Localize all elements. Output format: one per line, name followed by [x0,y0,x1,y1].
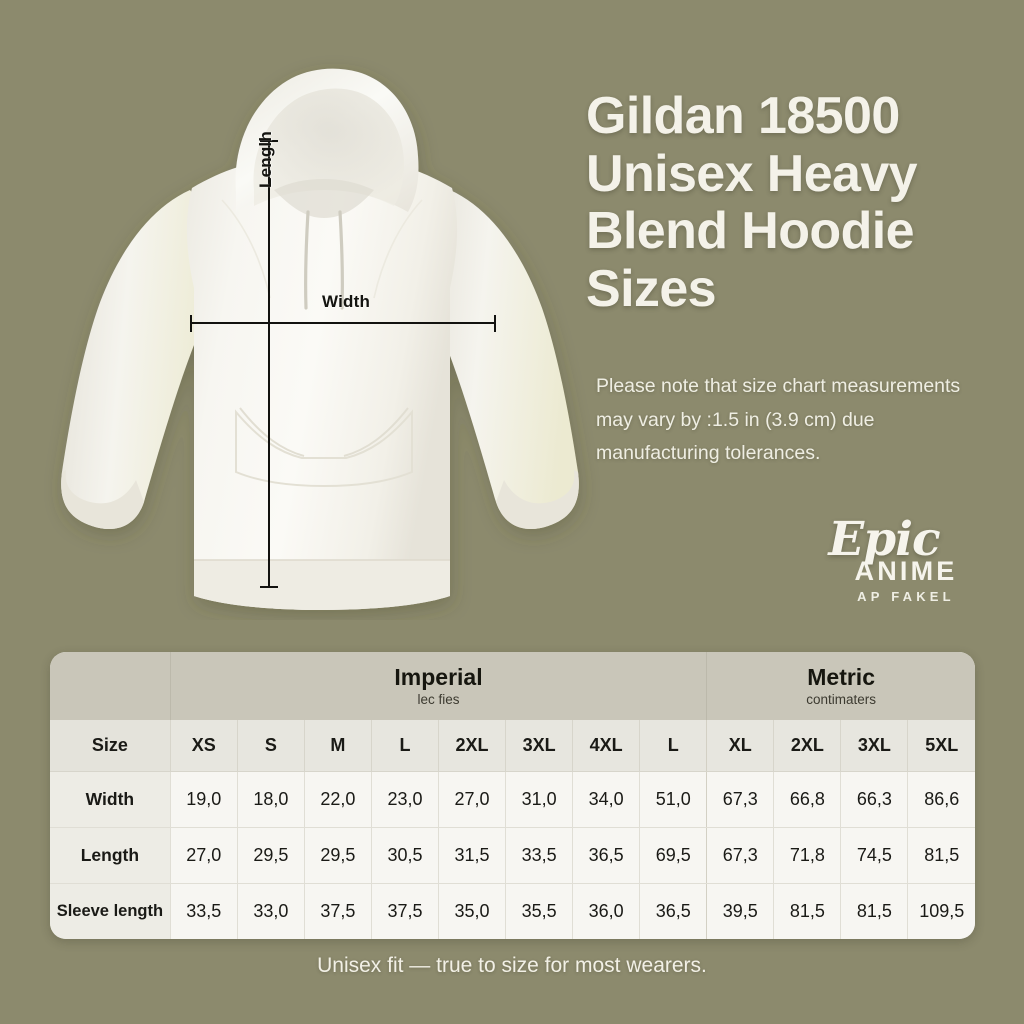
size-header-cell: 2XL [438,720,507,772]
measurement-value: 74,5 [840,827,909,884]
measurement-value: 35,5 [505,883,574,939]
measurement-label: Sleeve length [50,883,171,939]
table-head: Imperial lec fies Metric contimaters Size XS… [50,652,975,772]
unit-group-header: Metric contimaters [706,652,975,720]
unit-group-subtitle: contimaters [806,692,877,708]
brand-script-text: Epic [828,512,940,567]
size-header-cell: 2XL [773,720,842,772]
size-header-cell: XL [706,720,775,772]
brand-logo: Epic ANIME AP FAKEL [810,516,970,616]
measurement-label: Width [50,771,171,828]
table-body: Width 19,0 18,0 22,0 23,0 27,0 31,0 34,0 51,0 67,… [50,771,975,939]
measurement-value: 81,5 [773,883,842,939]
measurement-value: 34,0 [572,771,641,828]
measurement-value: 81,5 [907,827,975,884]
measurement-value: 36,5 [639,883,708,939]
measurement-value: 27,0 [438,771,507,828]
measurement-value: 33,5 [505,827,574,884]
measurement-value: 33,0 [237,883,305,939]
size-header-cell: M [304,720,372,772]
size-header-cell: 3XL [840,720,909,772]
table-row: Sleeve length 33,5 33,0 37,5 37,5 35,0 35,5 36,… [50,883,975,939]
measurement-value: 37,5 [304,883,372,939]
group-row-spacer [50,652,171,720]
size-header-cell: L [371,720,440,772]
unit-group-row: Imperial lec fies Metric contimaters [50,652,975,720]
measurement-value: 71,8 [773,827,842,884]
hero-section: Lenglh Width Gildan 18500 Unisex Heavy Ble… [40,40,986,620]
measurement-value: 33,5 [170,883,238,939]
table-row: Length 27,0 29,5 29,5 30,5 31,5 33,5 36,5 69,5 67… [50,827,975,884]
size-header-cell: XS [170,720,238,772]
measurement-value: 31,5 [438,827,507,884]
measurement-value: 66,3 [840,771,909,828]
measurement-value: 31,0 [505,771,574,828]
measurement-value: 39,5 [706,883,775,939]
table-row: Width 19,0 18,0 22,0 23,0 27,0 31,0 34,0 51,0 67,… [50,771,975,828]
size-disclaimer-note: Please note that size chart measurements… [596,375,961,465]
unit-group-header: Imperial lec fies [170,652,708,720]
page-title: Gildan 18500 Unisex Heavy Blend Hoodie Size… [586,87,918,319]
measurement-value: 67,3 [706,771,775,828]
measurement-value: 109,5 [907,883,975,939]
measurement-value: 86,6 [907,771,975,828]
hoodie-illustration [40,40,600,620]
measurement-value: 67,3 [706,827,775,884]
size-header-cell: 3XL [505,720,574,772]
hero-text-block: Gildan 18500 Unisex Heavy Blend Hoodie Size… [586,87,986,464]
measurement-value: 29,5 [237,827,305,884]
size-column-header: Size [50,720,171,772]
measurement-value: 35,0 [438,883,507,939]
measurement-value: 29,5 [304,827,372,884]
brand-tagline-text: AP FAKEL [857,589,955,604]
size-header-cell: 5XL [907,720,975,772]
measurement-label: Length [50,827,171,884]
measurement-value: 36,5 [572,827,641,884]
measurement-value: 22,0 [304,771,372,828]
size-header-cell: L [639,720,708,772]
measurement-value: 69,5 [639,827,708,884]
measurement-value: 23,0 [371,771,440,828]
unit-group-title: Imperial [394,663,483,690]
measurement-value: 51,0 [639,771,708,828]
size-header-row: Size XS S M L 2XL 3XL 4XL L XL 2XL 3XL 5XL [50,720,975,772]
measurement-value: 19,0 [170,771,238,828]
size-chart-table: Imperial lec fies Metric contimaters Size XS… [50,652,975,939]
measurement-value: 37,5 [371,883,440,939]
measurement-value: 36,0 [572,883,641,939]
measurements-table: Imperial lec fies Metric contimaters Size XS… [50,652,975,939]
unit-group-subtitle: lec fies [417,692,460,708]
footer-note: Unisex fit — true to size for most weare… [317,954,707,977]
measurement-value: 30,5 [371,827,440,884]
size-header-cell: 4XL [572,720,641,772]
measurement-value: 81,5 [840,883,909,939]
brand-name-text: ANIME [854,556,958,586]
measurement-value: 66,8 [773,771,842,828]
measurement-value: 18,0 [237,771,305,828]
measurement-value: 27,0 [170,827,238,884]
unit-group-title: Metric [807,663,875,690]
size-header-cell: S [237,720,305,772]
